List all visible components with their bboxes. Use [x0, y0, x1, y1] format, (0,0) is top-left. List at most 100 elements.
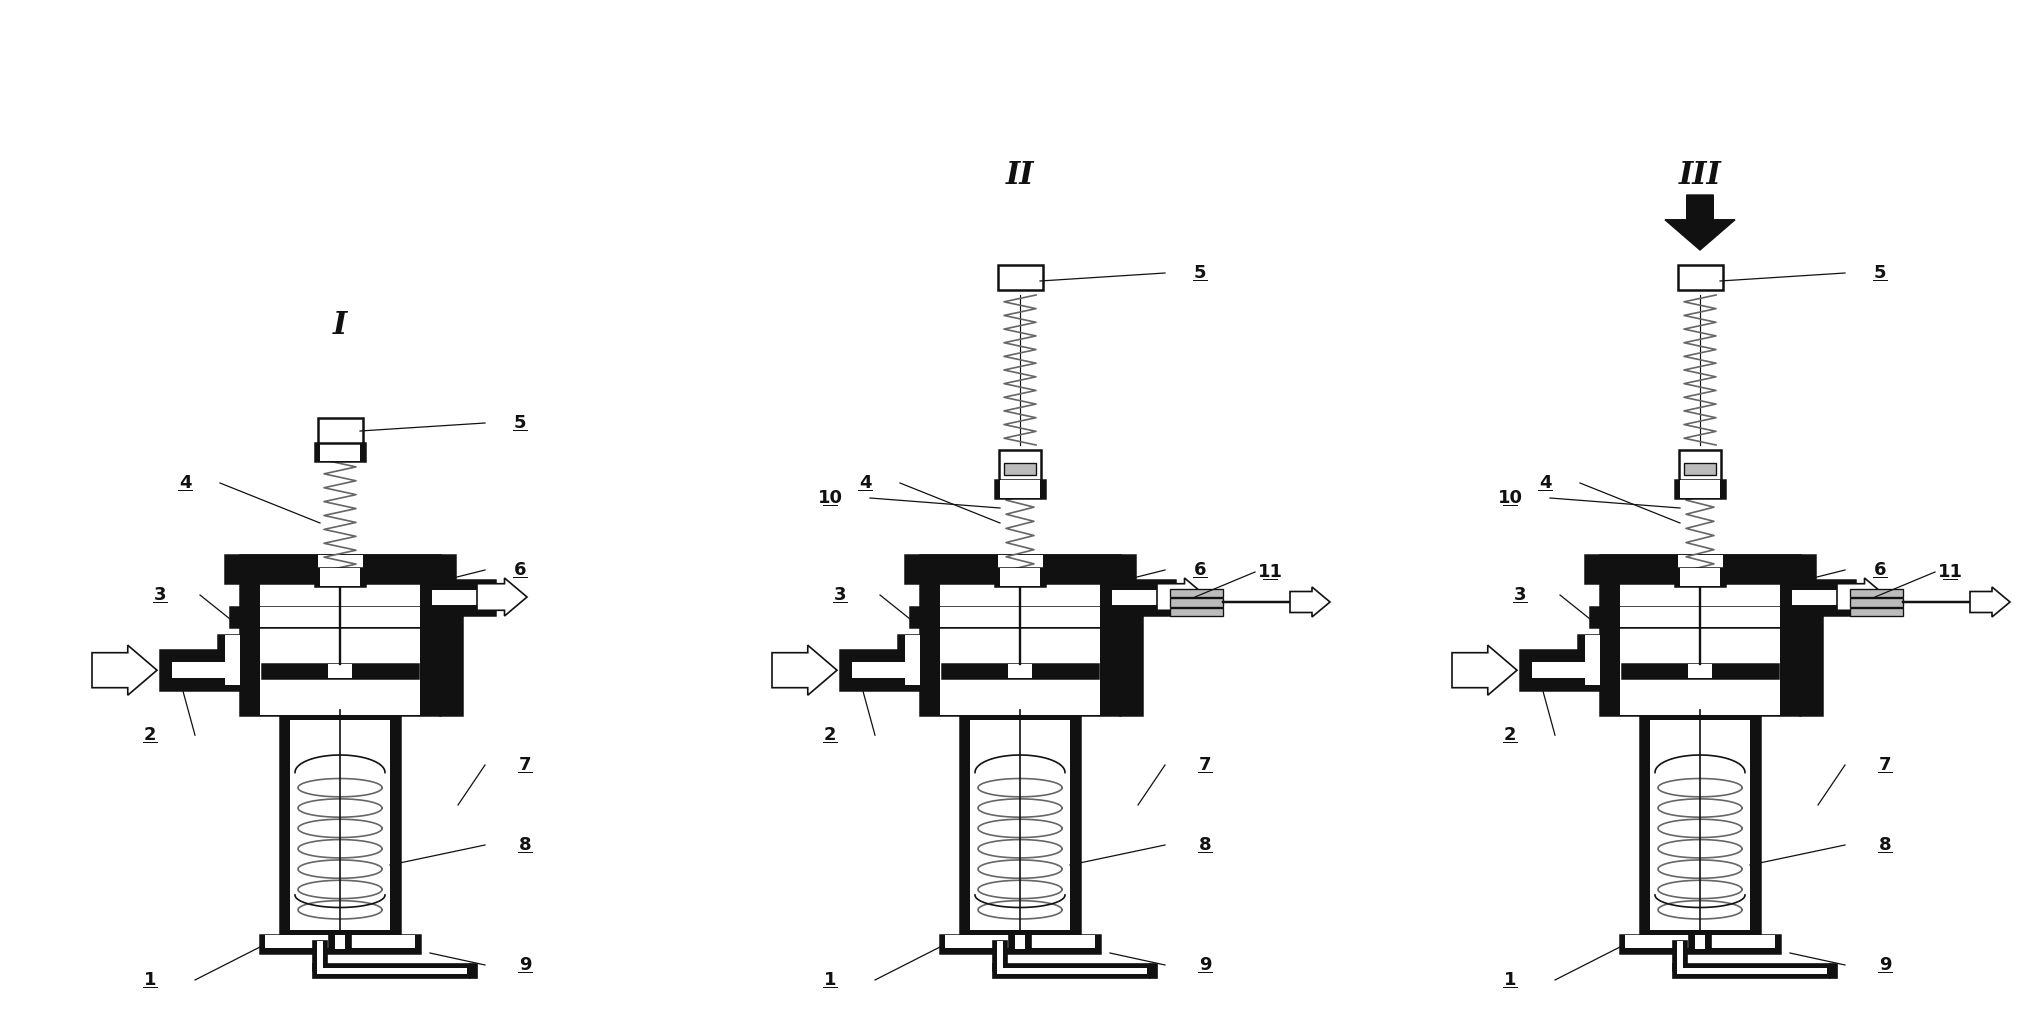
Text: 4: 4: [1538, 474, 1551, 492]
Bar: [1622, 665, 1777, 678]
Bar: [999, 480, 1040, 498]
Bar: [1520, 650, 1618, 690]
Text: 11: 11: [1937, 563, 1963, 581]
Text: 7: 7: [1199, 756, 1211, 774]
Bar: [1690, 935, 1710, 953]
Bar: [1120, 595, 1142, 715]
Bar: [993, 941, 1007, 971]
Bar: [1585, 556, 1814, 583]
Bar: [1620, 575, 1779, 715]
Bar: [280, 715, 400, 935]
Bar: [1577, 635, 1600, 685]
Bar: [1009, 935, 1032, 953]
Bar: [995, 568, 1046, 586]
Bar: [313, 941, 327, 971]
Text: 1: 1: [1504, 971, 1516, 989]
Text: 9: 9: [519, 956, 531, 974]
Bar: [259, 575, 421, 715]
Bar: [960, 715, 1081, 935]
Bar: [1620, 935, 1779, 953]
Bar: [1800, 595, 1822, 715]
Bar: [231, 607, 449, 627]
Text: 2: 2: [1504, 726, 1516, 744]
Bar: [1677, 556, 1722, 583]
Bar: [840, 650, 938, 690]
Bar: [899, 635, 919, 685]
Bar: [262, 665, 419, 678]
Text: 9: 9: [1880, 956, 1892, 974]
Polygon shape: [1665, 195, 1735, 250]
Text: I: I: [333, 309, 347, 340]
Bar: [1679, 568, 1720, 586]
Bar: [470, 964, 476, 978]
Text: 10: 10: [817, 489, 842, 507]
Text: 3: 3: [1514, 586, 1526, 604]
Polygon shape: [1156, 578, 1207, 616]
Bar: [1675, 568, 1724, 586]
Text: 5: 5: [1873, 264, 1886, 282]
Bar: [1677, 265, 1722, 290]
Bar: [970, 720, 1071, 930]
Text: 6: 6: [1873, 561, 1886, 579]
Text: 3: 3: [834, 586, 846, 604]
Bar: [1688, 665, 1712, 678]
Text: 9: 9: [1199, 956, 1211, 974]
Bar: [1851, 598, 1902, 607]
Polygon shape: [92, 645, 157, 695]
Bar: [997, 556, 1042, 583]
Text: 8: 8: [1199, 836, 1211, 854]
Bar: [1585, 635, 1600, 685]
Text: 2: 2: [143, 726, 155, 744]
Bar: [999, 450, 1042, 480]
Bar: [993, 964, 1150, 978]
Bar: [1015, 935, 1026, 949]
Text: 4: 4: [858, 474, 870, 492]
Polygon shape: [1453, 645, 1518, 695]
Bar: [1641, 715, 1759, 935]
Text: 10: 10: [1498, 489, 1522, 507]
Polygon shape: [476, 578, 527, 616]
Text: II: II: [1005, 160, 1034, 191]
Bar: [1150, 964, 1156, 978]
Bar: [995, 480, 1046, 498]
Bar: [172, 663, 239, 678]
Bar: [909, 607, 1130, 627]
Bar: [239, 556, 439, 715]
Bar: [1792, 590, 1837, 605]
Bar: [159, 650, 257, 690]
Bar: [1677, 941, 1683, 971]
Bar: [315, 568, 366, 586]
Bar: [919, 556, 1120, 715]
Bar: [999, 568, 1040, 586]
Bar: [259, 935, 421, 953]
Bar: [329, 935, 351, 953]
Bar: [329, 665, 351, 678]
Bar: [997, 265, 1042, 290]
Bar: [431, 590, 476, 605]
Text: 5: 5: [1193, 264, 1205, 282]
Bar: [317, 556, 362, 583]
Bar: [1683, 463, 1716, 475]
Bar: [1003, 463, 1036, 475]
Bar: [1679, 450, 1720, 480]
Text: 8: 8: [519, 836, 531, 854]
Bar: [1589, 607, 1810, 627]
Text: 11: 11: [1258, 563, 1283, 581]
Text: 6: 6: [1193, 561, 1205, 579]
Bar: [1851, 589, 1902, 597]
Text: 7: 7: [1880, 756, 1892, 774]
Bar: [315, 443, 366, 461]
Bar: [1624, 935, 1775, 948]
Text: 3: 3: [153, 586, 165, 604]
Bar: [997, 941, 1003, 971]
Bar: [1101, 580, 1175, 614]
Text: 5: 5: [513, 414, 527, 432]
Text: 6: 6: [513, 561, 527, 579]
Text: 8: 8: [1880, 836, 1892, 854]
Bar: [1171, 589, 1222, 597]
Bar: [266, 935, 415, 948]
Bar: [423, 580, 494, 614]
Bar: [940, 575, 1099, 715]
Bar: [1831, 964, 1837, 978]
Polygon shape: [1289, 587, 1330, 617]
